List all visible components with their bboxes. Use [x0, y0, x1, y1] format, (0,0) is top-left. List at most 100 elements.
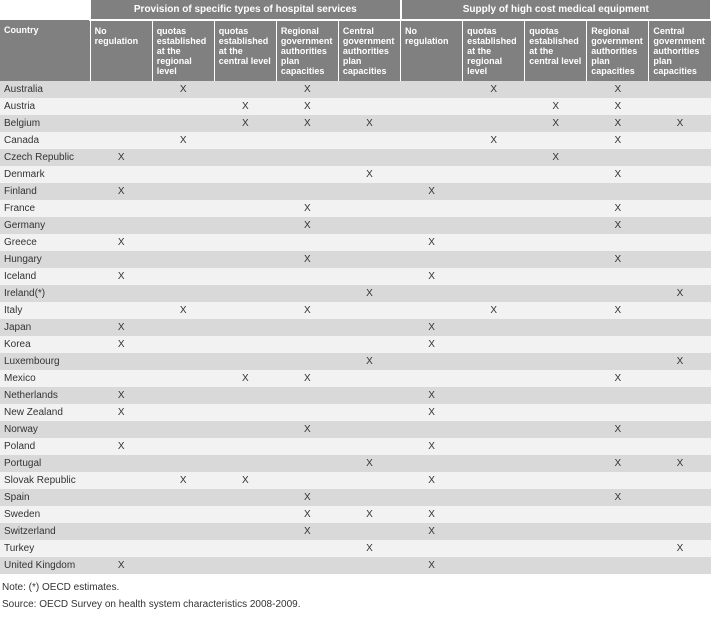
table-row: New ZealandXX	[0, 404, 711, 421]
data-cell	[214, 234, 276, 251]
data-cell: X	[587, 132, 649, 149]
data-cell	[214, 421, 276, 438]
data-cell: X	[649, 455, 711, 472]
data-cell	[463, 353, 525, 370]
corner-blank	[0, 0, 90, 20]
data-cell	[90, 540, 152, 557]
data-cell	[649, 472, 711, 489]
data-cell: X	[276, 217, 338, 234]
data-cell	[90, 98, 152, 115]
data-cell	[649, 234, 711, 251]
table-row: Ireland(*)XX	[0, 285, 711, 302]
data-cell	[152, 285, 214, 302]
data-cell	[276, 285, 338, 302]
data-cell	[525, 353, 587, 370]
data-cell	[338, 387, 400, 404]
data-cell: X	[401, 387, 463, 404]
country-cell: Greece	[0, 234, 90, 251]
data-cell	[587, 506, 649, 523]
data-cell	[152, 268, 214, 285]
data-cell	[649, 370, 711, 387]
data-cell: X	[338, 353, 400, 370]
data-cell	[90, 217, 152, 234]
data-cell: X	[214, 370, 276, 387]
data-cell: X	[525, 149, 587, 166]
data-cell	[401, 540, 463, 557]
data-cell	[214, 81, 276, 98]
data-cell: X	[587, 251, 649, 268]
data-cell	[214, 251, 276, 268]
data-cell	[214, 268, 276, 285]
data-cell	[463, 183, 525, 200]
data-cell: X	[214, 115, 276, 132]
data-cell	[214, 336, 276, 353]
table-row: HungaryXX	[0, 251, 711, 268]
country-cell: Austria	[0, 98, 90, 115]
data-cell	[338, 472, 400, 489]
data-cell	[214, 353, 276, 370]
data-cell: X	[525, 98, 587, 115]
country-cell: Sweden	[0, 506, 90, 523]
data-cell	[463, 285, 525, 302]
data-cell	[338, 149, 400, 166]
data-cell	[276, 336, 338, 353]
data-cell	[214, 285, 276, 302]
data-cell	[152, 489, 214, 506]
data-cell	[214, 540, 276, 557]
data-cell	[90, 506, 152, 523]
data-cell	[463, 115, 525, 132]
country-cell: Turkey	[0, 540, 90, 557]
table-row: Slovak RepublicXXX	[0, 472, 711, 489]
data-cell	[525, 557, 587, 574]
data-cell	[152, 404, 214, 421]
data-cell	[525, 268, 587, 285]
data-cell	[649, 251, 711, 268]
data-cell	[90, 81, 152, 98]
super-header-supply: Supply of high cost medical equipment	[401, 0, 711, 20]
country-cell: Denmark	[0, 166, 90, 183]
data-cell: X	[463, 81, 525, 98]
data-cell: X	[90, 319, 152, 336]
data-cell	[463, 506, 525, 523]
country-cell: Switzerland	[0, 523, 90, 540]
data-cell	[276, 268, 338, 285]
footnotes: Note: (*) OECD estimates. Source: OECD S…	[0, 574, 712, 618]
data-cell	[152, 438, 214, 455]
country-cell: Hungary	[0, 251, 90, 268]
data-cell	[338, 319, 400, 336]
data-cell	[338, 132, 400, 149]
data-cell	[525, 81, 587, 98]
data-cell	[214, 302, 276, 319]
data-cell	[463, 370, 525, 387]
data-cell	[463, 149, 525, 166]
data-cell	[276, 319, 338, 336]
data-cell	[463, 540, 525, 557]
country-cell: Norway	[0, 421, 90, 438]
table-row: FranceXX	[0, 200, 711, 217]
data-cell	[649, 336, 711, 353]
data-cell	[649, 387, 711, 404]
note-line: Note: (*) OECD estimates.	[2, 582, 710, 593]
data-cell	[90, 489, 152, 506]
data-cell: X	[587, 81, 649, 98]
data-cell	[463, 166, 525, 183]
data-cell: X	[214, 98, 276, 115]
data-cell	[463, 387, 525, 404]
data-cell	[525, 319, 587, 336]
data-cell	[276, 557, 338, 574]
col-header: quotas established at the regional level	[152, 20, 214, 81]
data-cell: X	[587, 200, 649, 217]
data-cell	[587, 234, 649, 251]
table-row: SwedenXXX	[0, 506, 711, 523]
data-cell: X	[276, 200, 338, 217]
data-cell	[338, 421, 400, 438]
data-cell	[463, 268, 525, 285]
data-cell	[463, 319, 525, 336]
data-cell	[276, 132, 338, 149]
data-cell	[587, 438, 649, 455]
data-cell	[649, 132, 711, 149]
data-cell	[338, 523, 400, 540]
country-cell: Mexico	[0, 370, 90, 387]
data-cell: X	[338, 455, 400, 472]
data-cell	[338, 234, 400, 251]
